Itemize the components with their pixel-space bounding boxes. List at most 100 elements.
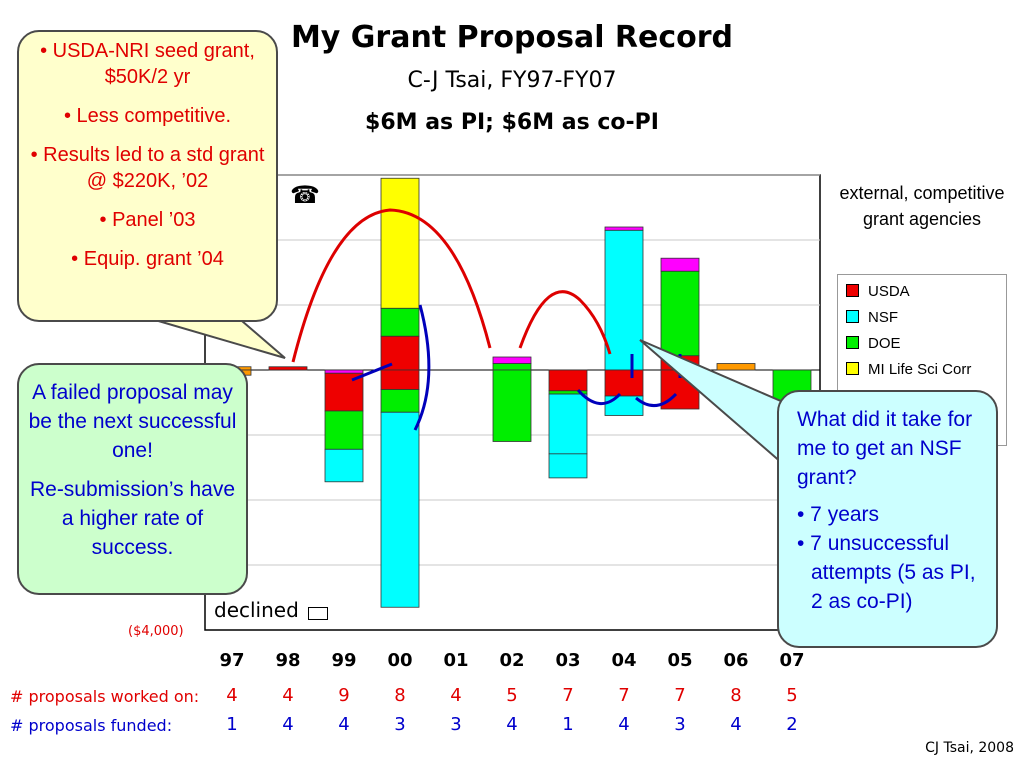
bar-segment-usda [380, 369, 420, 390]
bar-segment-misc [716, 363, 756, 371]
x-tick-label: 97 [219, 650, 245, 671]
legend-swatch [846, 284, 859, 297]
phone-icon: ☎ [290, 181, 320, 209]
worked-on-count: 8 [394, 685, 406, 706]
callout-line: • Results led to a std grant @ $220K, ’0… [30, 144, 265, 192]
x-tick-label: 02 [499, 650, 525, 671]
funded-count: 3 [394, 714, 406, 735]
worked-on-count: 4 [450, 685, 462, 706]
bar-segment-other [604, 226, 644, 231]
worked-on-count: 5 [506, 685, 518, 706]
bar-segment-usda [268, 366, 308, 371]
bar-segment-nsf [380, 411, 420, 608]
x-tick-label: 98 [275, 650, 301, 671]
worked-on-count: 9 [338, 685, 350, 706]
legend-swatch [846, 310, 859, 323]
legend-label: MI Life Sci Corr [868, 361, 972, 378]
declined-label: declined [214, 598, 299, 622]
worked-on-count: 4 [226, 685, 238, 706]
callout-line: • Panel ’03 [99, 209, 196, 231]
bar-segment-nsf [548, 453, 588, 479]
bar-segment-other [660, 257, 700, 272]
legend-item-usda: USDA [846, 283, 910, 300]
bar-segment-doe [380, 389, 420, 413]
x-tick-label: 05 [667, 650, 693, 671]
funded-count: 4 [282, 714, 294, 735]
legend-label: NSF [868, 309, 898, 326]
funded-count-label: # proposals funded: [10, 716, 173, 735]
blue-wave-03-04 [576, 388, 622, 405]
bars-layer [212, 177, 812, 608]
bar-segment-doe [492, 369, 532, 442]
funded-count: 4 [730, 714, 742, 735]
legend-swatch [846, 362, 859, 375]
callout-failed-proposal: A failed proposal may be the next succes… [17, 363, 248, 595]
funded-count: 1 [226, 714, 238, 735]
x-tick-label: 06 [723, 650, 749, 671]
bar-segment-nsf [548, 393, 588, 455]
envelope-icon [308, 607, 328, 620]
worked-on-count: 4 [282, 685, 294, 706]
bar-segment-doe [380, 307, 420, 337]
legend-item-doe: DOE [846, 335, 901, 352]
bar-segment-doe [324, 410, 364, 450]
agency-annotation: external, competitive grant agencies [839, 183, 1005, 230]
legend-item-nsf: NSF [846, 309, 898, 326]
bar-segment-other [324, 369, 364, 374]
legend-label: DOE [868, 335, 901, 352]
worked-on-count: 7 [674, 685, 686, 706]
bar-segment-usda [548, 369, 588, 392]
funded-count: 3 [674, 714, 686, 735]
callout-line: A failed proposal may be the next succes… [28, 381, 237, 462]
red-arc-02-04 [518, 290, 612, 355]
page-subtitle: C-J Tsai, FY97-FY07 [407, 68, 617, 93]
bar-segment-doe [660, 270, 700, 357]
callout-line: Re-submission’s have a higher rate of su… [29, 477, 236, 559]
bar-segment-doe [492, 363, 532, 371]
callout-question: What did it take for me to get an NSF gr… [797, 408, 973, 489]
x-tick-label: 07 [779, 650, 805, 671]
bar-segment-nsf [324, 448, 364, 483]
bar-segment-nsf [604, 229, 644, 371]
funding-summary: $6M as PI; $6M as co-PI [365, 110, 659, 135]
callout-nsf-grant: What did it take for me to get an NSF gr… [777, 390, 998, 648]
worked-on-label: # proposals worked on: [10, 687, 200, 706]
y-tick-label: ($4,000) [128, 624, 184, 639]
red-arc-98-00 [291, 208, 492, 363]
grid-layer [205, 174, 820, 566]
blue-wave-04-05 [635, 392, 678, 407]
funded-count: 2 [786, 714, 798, 735]
x-tick-label: 01 [443, 650, 469, 671]
worked-on-count: 7 [618, 685, 630, 706]
x-tick-label: 04 [611, 650, 637, 671]
funded-count: 4 [506, 714, 518, 735]
callout-bullet: • 7 unsuccessful attempts (5 as PI, 2 as… [797, 531, 976, 613]
callout-line: • USDA-NRI seed grant, $50K/2 yr [40, 40, 255, 88]
legend-swatch [846, 336, 859, 349]
worked-on-count: 5 [786, 685, 798, 706]
blue-curve-00 [413, 304, 431, 431]
x-tick-label: 00 [387, 650, 413, 671]
arrows-layer [154, 208, 791, 473]
bar-segment-usda [604, 369, 644, 397]
callout-line: • Less competitive. [63, 105, 232, 127]
callout-bullet: • 7 years [797, 502, 880, 526]
worked-on-count: 8 [730, 685, 742, 706]
callout-line: • Equip. grant ’04 [71, 248, 224, 270]
callout-usda-grant: • USDA-NRI seed grant, $50K/2 yr • Less … [17, 30, 278, 322]
worked-on-count: 7 [562, 685, 574, 706]
funded-count: 4 [338, 714, 350, 735]
bar-segment-nsf [604, 395, 644, 416]
bar-segment-mi-life-sci-corr [380, 177, 420, 309]
footer-credit: CJ Tsai, 2008 [925, 740, 1014, 756]
funded-count: 1 [562, 714, 574, 735]
blue-arrow-99-00 [351, 362, 393, 382]
x-tick-label: 03 [555, 650, 581, 671]
page-title: My Grant Proposal Record [290, 20, 734, 55]
funded-count: 4 [618, 714, 630, 735]
bar-segment-other [492, 356, 532, 364]
funded-count: 3 [450, 714, 462, 735]
legend-item-mlsc: MI Life Sci Corr [846, 361, 971, 378]
x-tick-label: 99 [331, 650, 357, 671]
legend-label: USDA [868, 283, 910, 300]
